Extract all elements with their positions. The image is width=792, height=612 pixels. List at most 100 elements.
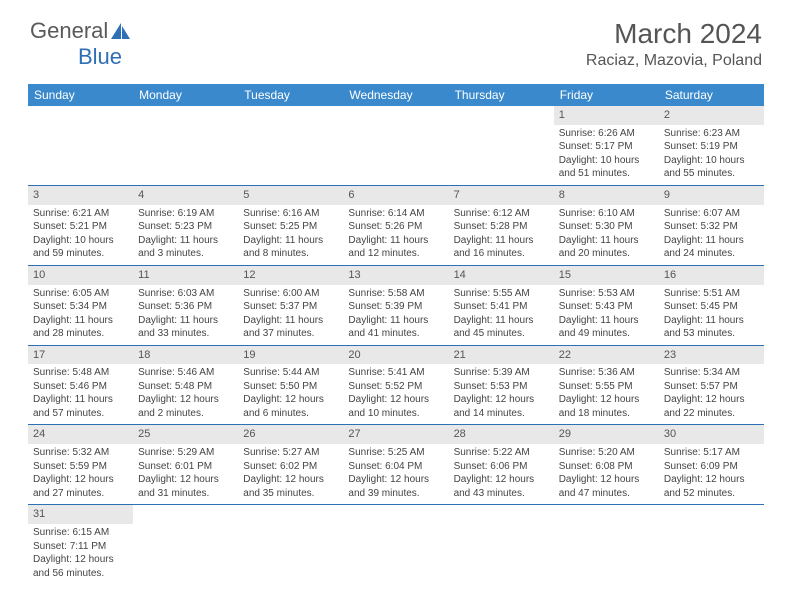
day-cell: 16Sunrise: 5:51 AMSunset: 5:45 PMDayligh… xyxy=(659,265,764,345)
day-body: Sunrise: 6:07 AMSunset: 5:32 PMDaylight:… xyxy=(659,205,764,265)
daynum-empty xyxy=(133,106,238,125)
daynum-empty xyxy=(343,505,448,524)
sunset-text: Sunset: 6:04 PM xyxy=(348,460,443,474)
location-text: Raciaz, Mazovia, Poland xyxy=(586,52,762,70)
week-row: 24Sunrise: 5:32 AMSunset: 5:59 PMDayligh… xyxy=(28,425,764,505)
week-row: 31Sunrise: 6:15 AMSunset: 7:11 PMDayligh… xyxy=(28,505,764,584)
day-cell xyxy=(343,505,448,584)
daylight-text: Daylight: 12 hours xyxy=(33,553,128,567)
sunset-text: Sunset: 5:25 PM xyxy=(243,220,338,234)
day-body: Sunrise: 6:03 AMSunset: 5:36 PMDaylight:… xyxy=(133,285,238,345)
day-body: Sunrise: 5:51 AMSunset: 5:45 PMDaylight:… xyxy=(659,285,764,345)
daylight-text: and 51 minutes. xyxy=(559,167,654,181)
day-body: Sunrise: 6:12 AMSunset: 5:28 PMDaylight:… xyxy=(449,205,554,265)
daynum-empty xyxy=(28,106,133,125)
sunrise-text: Sunrise: 6:00 AM xyxy=(243,287,338,301)
daylight-text: and 57 minutes. xyxy=(33,407,128,421)
sunset-text: Sunset: 5:59 PM xyxy=(33,460,128,474)
day-cell: 23Sunrise: 5:34 AMSunset: 5:57 PMDayligh… xyxy=(659,345,764,425)
day-cell: 4Sunrise: 6:19 AMSunset: 5:23 PMDaylight… xyxy=(133,185,238,265)
daylight-text: and 39 minutes. xyxy=(348,487,443,501)
daylight-text: and 59 minutes. xyxy=(33,247,128,261)
dayhead-tue: Tuesday xyxy=(238,84,343,106)
daylight-text: Daylight: 11 hours xyxy=(559,314,654,328)
day-number: 14 xyxy=(449,266,554,285)
dayhead-fri: Friday xyxy=(554,84,659,106)
week-row: 3Sunrise: 6:21 AMSunset: 5:21 PMDaylight… xyxy=(28,185,764,265)
day-body: Sunrise: 5:34 AMSunset: 5:57 PMDaylight:… xyxy=(659,364,764,424)
daylight-text: Daylight: 12 hours xyxy=(243,473,338,487)
sunrise-text: Sunrise: 5:46 AM xyxy=(138,366,233,380)
daylight-text: Daylight: 11 hours xyxy=(348,234,443,248)
sunrise-text: Sunrise: 5:20 AM xyxy=(559,446,654,460)
daylight-text: and 2 minutes. xyxy=(138,407,233,421)
dayhead-sat: Saturday xyxy=(659,84,764,106)
sunrise-text: Sunrise: 6:14 AM xyxy=(348,207,443,221)
day-header-row: Sunday Monday Tuesday Wednesday Thursday… xyxy=(28,84,764,106)
sunset-text: Sunset: 5:41 PM xyxy=(454,300,549,314)
sunrise-text: Sunrise: 6:19 AM xyxy=(138,207,233,221)
daylight-text: Daylight: 11 hours xyxy=(243,314,338,328)
day-cell: 22Sunrise: 5:36 AMSunset: 5:55 PMDayligh… xyxy=(554,345,659,425)
day-cell xyxy=(449,505,554,584)
daylight-text: and 28 minutes. xyxy=(33,327,128,341)
daylight-text: and 56 minutes. xyxy=(33,567,128,581)
daylight-text: and 55 minutes. xyxy=(664,167,759,181)
sunrise-text: Sunrise: 6:05 AM xyxy=(33,287,128,301)
sunrise-text: Sunrise: 5:51 AM xyxy=(664,287,759,301)
sunrise-text: Sunrise: 5:41 AM xyxy=(348,366,443,380)
daylight-text: Daylight: 11 hours xyxy=(138,234,233,248)
daynum-empty xyxy=(554,505,659,524)
sunrise-text: Sunrise: 5:48 AM xyxy=(33,366,128,380)
daylight-text: and 47 minutes. xyxy=(559,487,654,501)
daylight-text: and 37 minutes. xyxy=(243,327,338,341)
day-cell: 6Sunrise: 6:14 AMSunset: 5:26 PMDaylight… xyxy=(343,185,448,265)
sunrise-text: Sunrise: 6:10 AM xyxy=(559,207,654,221)
day-body: Sunrise: 6:21 AMSunset: 5:21 PMDaylight:… xyxy=(28,205,133,265)
daylight-text: and 43 minutes. xyxy=(454,487,549,501)
day-cell: 28Sunrise: 5:22 AMSunset: 6:06 PMDayligh… xyxy=(449,425,554,505)
day-body: Sunrise: 5:46 AMSunset: 5:48 PMDaylight:… xyxy=(133,364,238,424)
week-row: 17Sunrise: 5:48 AMSunset: 5:46 PMDayligh… xyxy=(28,345,764,425)
sunrise-text: Sunrise: 6:12 AM xyxy=(454,207,549,221)
sunset-text: Sunset: 5:17 PM xyxy=(559,140,654,154)
daylight-text: and 41 minutes. xyxy=(348,327,443,341)
day-cell xyxy=(449,106,554,185)
sunrise-text: Sunrise: 6:03 AM xyxy=(138,287,233,301)
sunset-text: Sunset: 5:52 PM xyxy=(348,380,443,394)
day-number: 12 xyxy=(238,266,343,285)
day-cell xyxy=(133,505,238,584)
sunset-text: Sunset: 5:55 PM xyxy=(559,380,654,394)
day-body: Sunrise: 6:23 AMSunset: 5:19 PMDaylight:… xyxy=(659,125,764,185)
sunset-text: Sunset: 6:06 PM xyxy=(454,460,549,474)
daylight-text: and 14 minutes. xyxy=(454,407,549,421)
day-number: 9 xyxy=(659,186,764,205)
sunrise-text: Sunrise: 5:55 AM xyxy=(454,287,549,301)
sunset-text: Sunset: 5:39 PM xyxy=(348,300,443,314)
daylight-text: and 52 minutes. xyxy=(664,487,759,501)
daynum-empty xyxy=(449,505,554,524)
day-body: Sunrise: 5:20 AMSunset: 6:08 PMDaylight:… xyxy=(554,444,659,504)
day-cell xyxy=(238,505,343,584)
day-body: Sunrise: 5:53 AMSunset: 5:43 PMDaylight:… xyxy=(554,285,659,345)
day-cell: 25Sunrise: 5:29 AMSunset: 6:01 PMDayligh… xyxy=(133,425,238,505)
logo-line2: Blue xyxy=(30,44,122,70)
day-number: 8 xyxy=(554,186,659,205)
daylight-text: Daylight: 12 hours xyxy=(454,473,549,487)
daylight-text: and 3 minutes. xyxy=(138,247,233,261)
logo-text-2: Blue xyxy=(78,44,122,70)
daylight-text: and 24 minutes. xyxy=(664,247,759,261)
daynum-empty xyxy=(449,106,554,125)
sunrise-text: Sunrise: 5:39 AM xyxy=(454,366,549,380)
day-cell: 2Sunrise: 6:23 AMSunset: 5:19 PMDaylight… xyxy=(659,106,764,185)
day-cell: 17Sunrise: 5:48 AMSunset: 5:46 PMDayligh… xyxy=(28,345,133,425)
daylight-text: Daylight: 10 hours xyxy=(559,154,654,168)
day-body: Sunrise: 5:22 AMSunset: 6:06 PMDaylight:… xyxy=(449,444,554,504)
day-cell: 15Sunrise: 5:53 AMSunset: 5:43 PMDayligh… xyxy=(554,265,659,345)
day-number: 31 xyxy=(28,505,133,524)
daylight-text: Daylight: 11 hours xyxy=(559,234,654,248)
sunrise-text: Sunrise: 5:22 AM xyxy=(454,446,549,460)
sunset-text: Sunset: 6:01 PM xyxy=(138,460,233,474)
sunset-text: Sunset: 5:48 PM xyxy=(138,380,233,394)
sunrise-text: Sunrise: 5:34 AM xyxy=(664,366,759,380)
